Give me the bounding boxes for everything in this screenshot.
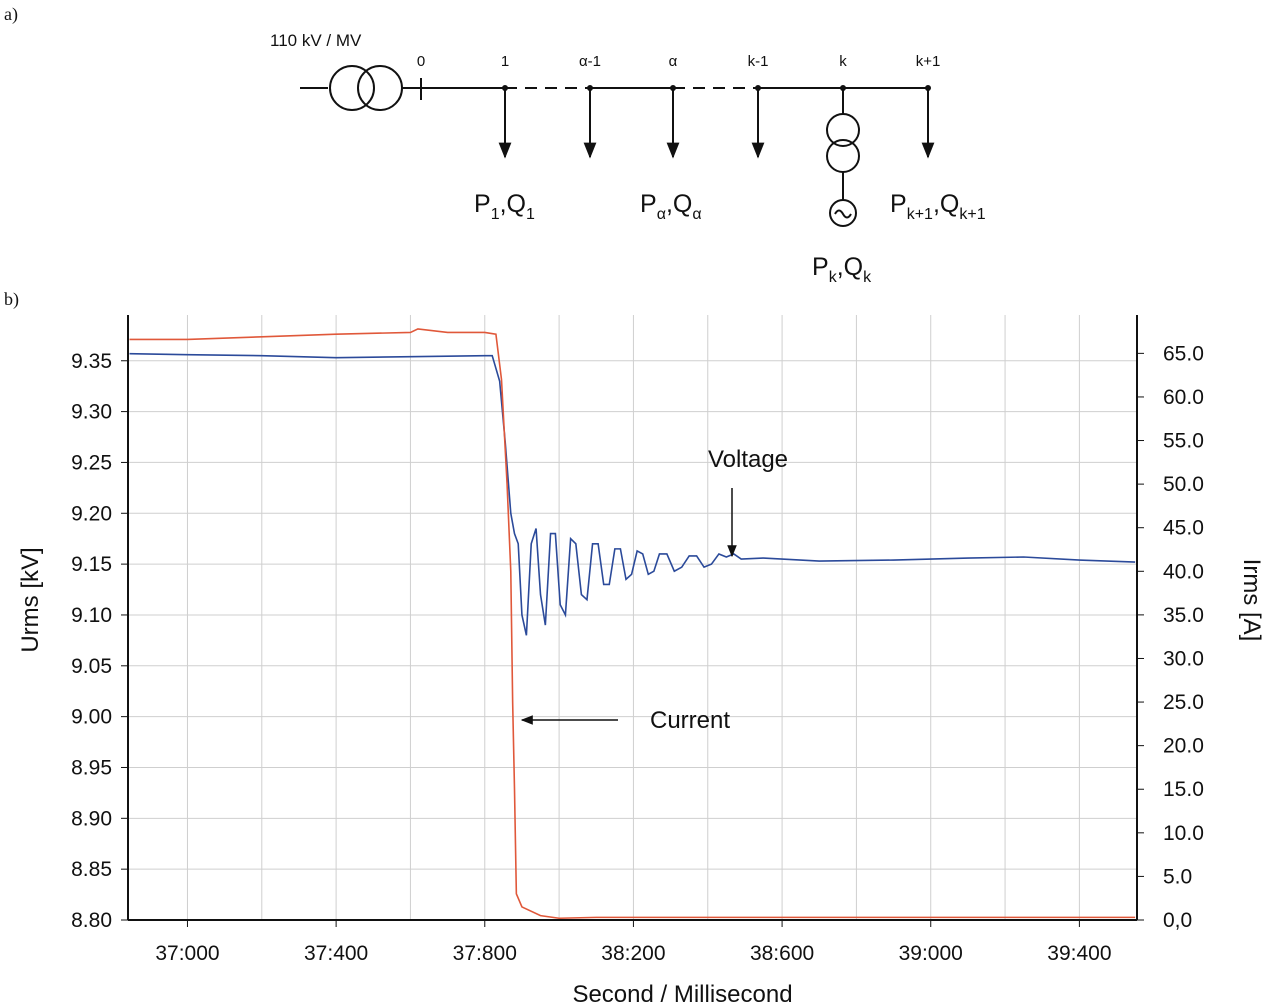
y-tick-label: 8.85: [71, 858, 112, 881]
node-label: k: [839, 53, 847, 70]
x-axis-label: Second / Millisecond: [572, 981, 792, 1008]
y2-tick-label: 35.0: [1163, 604, 1204, 627]
chart: 37:000 37:400 37:800 38:200 38:600 39:000 39:4…: [17, 315, 1265, 1008]
y2-tick-label: 55.0: [1163, 430, 1204, 453]
load-label: Pα,Qα: [640, 190, 702, 223]
load-q: ,Q: [666, 190, 692, 218]
load-q-sub: k: [863, 269, 872, 286]
y-tick-label: 9.15: [71, 553, 112, 576]
x-tick-label: 37:800: [453, 942, 517, 965]
node-label: k+1: [916, 53, 941, 70]
y2-tick-label: 45.0: [1163, 517, 1204, 540]
series-line: [129, 352, 1136, 636]
y-tick-label: 8.80: [71, 909, 112, 932]
y2-tick-label: 30.0: [1163, 647, 1204, 670]
node-label: k-1: [748, 53, 769, 70]
panel-label: a): [4, 4, 18, 25]
load-label: P1,Q1: [474, 190, 535, 223]
load-p-sub: k: [829, 269, 838, 286]
node-label: α: [669, 53, 678, 70]
x-tick-label: 38:600: [750, 942, 814, 965]
load-q-sub: 1: [526, 206, 535, 223]
load-label: Pk+1,Qk+1: [890, 190, 986, 223]
panel-label: b): [4, 289, 19, 310]
y-tick-label: 9.25: [71, 451, 112, 474]
node-label: 1: [501, 53, 509, 70]
load-q-sub: α: [692, 206, 701, 223]
y2-tick-label: 5.0: [1163, 865, 1192, 888]
y-tick-label: 9.05: [71, 655, 112, 678]
load-p: P: [474, 190, 491, 218]
load-p: P: [812, 253, 829, 281]
x-tick-label: 38:200: [601, 942, 665, 965]
y2-tick-label: 60.0: [1163, 386, 1204, 409]
load-p-sub: k+1: [907, 206, 933, 223]
y-tick-label: 8.95: [71, 756, 112, 779]
x-tick-label: 37:000: [155, 942, 219, 965]
y2-tick-label: 20.0: [1163, 735, 1204, 758]
load-q: ,Q: [500, 190, 526, 218]
series-line: [129, 328, 1136, 920]
y2-tick-label: 50.0: [1163, 473, 1204, 496]
annotation: Current: [650, 707, 730, 734]
y-axis-label: Urms [kV]: [17, 547, 44, 652]
x-tick-label: 37:400: [304, 942, 368, 965]
y2-tick-label: 40.0: [1163, 560, 1204, 583]
y2-tick-label: 15.0: [1163, 778, 1204, 801]
x-tick-label: 39:000: [899, 942, 963, 965]
load-q: ,Q: [933, 190, 959, 218]
load-p: P: [890, 190, 907, 218]
y2-tick-label: 65.0: [1163, 342, 1204, 365]
y-tick-label: 9.35: [71, 350, 112, 373]
network-diagram: [300, 65, 935, 227]
load-label: Pk,Qk: [812, 253, 872, 286]
load-q: ,Q: [837, 253, 863, 281]
y-tick-label: 9.00: [71, 706, 112, 729]
y-tick-label: 8.90: [71, 807, 112, 830]
load-q-sub: k+1: [959, 206, 985, 223]
load-p-sub: 1: [491, 206, 500, 223]
y2-tick-label: 25.0: [1163, 691, 1204, 714]
y-tick-label: 9.10: [71, 604, 112, 627]
load-p: P: [640, 190, 657, 218]
annotation: Voltage: [708, 446, 788, 473]
y2-tick-label: 0,0: [1163, 909, 1192, 932]
transformer-label: 110 kV / MV: [270, 31, 362, 50]
node-label: α-1: [579, 53, 601, 70]
node-label: 0: [417, 53, 425, 70]
x-tick-label: 39:400: [1047, 942, 1111, 965]
y-tick-label: 9.30: [71, 401, 112, 424]
y2-tick-label: 10.0: [1163, 822, 1204, 845]
y2-axis-label: Irms [A]: [1238, 559, 1265, 642]
load-p-sub: α: [657, 206, 666, 223]
y-tick-label: 9.20: [71, 502, 112, 525]
